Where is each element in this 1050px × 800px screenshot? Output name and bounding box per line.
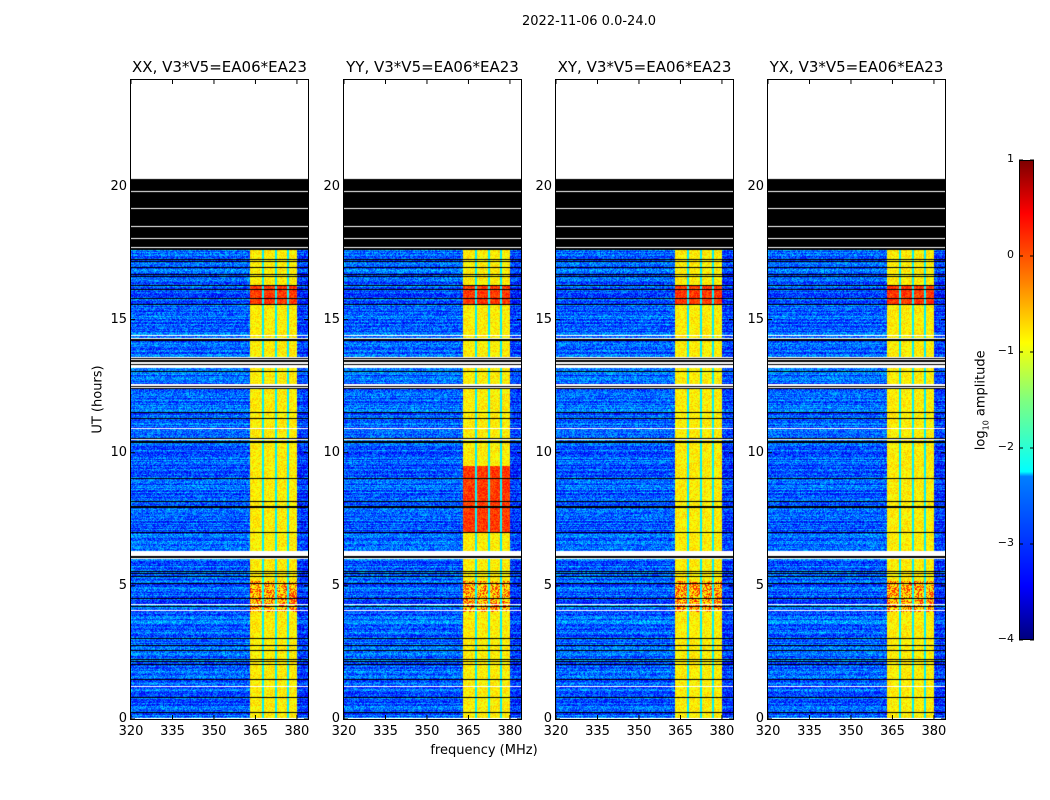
colorbar-tick-label: 1 — [1007, 152, 1014, 165]
x-tick-label: 335 — [373, 724, 398, 739]
x-tick-label: 350 — [838, 724, 864, 739]
y-tick-label: 0 — [118, 711, 127, 726]
x-tick-label: 335 — [585, 724, 610, 739]
y-tick-label: 15 — [747, 311, 764, 327]
y-tick-label: 10 — [323, 444, 340, 460]
x-tick-label: 320 — [118, 724, 144, 739]
panel-yy: YY, V3*V5=EA06*EA23 — [343, 58, 522, 720]
x-tick-label: 335 — [797, 724, 822, 739]
y-tick-label: 20 — [323, 178, 340, 194]
y-tick-label: 10 — [110, 444, 127, 460]
x-tick-label: 350 — [201, 724, 227, 739]
panel-title: XY, V3*V5=EA06*EA23 — [557, 58, 732, 76]
colorbar-tick-label: 0 — [1007, 248, 1014, 261]
panel-title: XX, V3*V5=EA06*EA23 — [132, 58, 307, 76]
x-tick-label: 320 — [755, 724, 781, 739]
panel-yx: YX, V3*V5=EA06*EA23 — [767, 58, 946, 720]
waterfall-heatmap — [131, 80, 308, 719]
x-axis-label: frequency (MHz) — [430, 743, 538, 758]
panel-title: YX, V3*V5=EA06*EA23 — [769, 58, 944, 76]
x-tick-label: 365 — [243, 724, 268, 739]
colorbar-tick-label: −3 — [997, 536, 1014, 549]
y-tick-label: 10 — [535, 444, 552, 460]
y-tick-label: 0 — [331, 711, 340, 726]
colorbar-tick-label: −1 — [997, 344, 1014, 357]
y-tick-label: 5 — [118, 577, 127, 593]
y-tick-label: 20 — [535, 178, 552, 194]
y-tick-label: 0 — [543, 711, 552, 726]
waterfall-heatmap — [344, 80, 521, 719]
x-tick-label: 335 — [160, 724, 185, 739]
y-tick-label: 5 — [543, 577, 552, 593]
x-tick-label: 320 — [331, 724, 357, 739]
y-tick-label: 0 — [755, 711, 764, 726]
x-tick-label: 350 — [414, 724, 440, 739]
y-tick-label: 10 — [747, 444, 764, 460]
y-tick-label: 15 — [535, 311, 552, 327]
x-tick-label: 365 — [456, 724, 481, 739]
colorbar-tick-label: −4 — [997, 632, 1014, 645]
x-tick-label: 380 — [497, 724, 523, 739]
y-tick-label: 15 — [110, 311, 127, 327]
y-tick-label: 20 — [747, 178, 764, 194]
colorbar — [1019, 160, 1034, 640]
y-tick-label: 5 — [755, 577, 764, 593]
plot-frame — [130, 79, 309, 720]
panel-xx: XX, V3*V5=EA06*EA23 — [130, 58, 309, 720]
y-tick-label: 15 — [323, 311, 340, 327]
x-tick-label: 380 — [284, 724, 310, 739]
waterfall-heatmap — [556, 80, 733, 719]
plot-frame — [555, 79, 734, 720]
x-tick-label: 380 — [921, 724, 947, 739]
x-tick-label: 350 — [626, 724, 652, 739]
colorbar-tick-label: −2 — [997, 440, 1014, 453]
plot-frame — [767, 79, 946, 720]
panel-xy: XY, V3*V5=EA06*EA23 — [555, 58, 734, 720]
y-tick-label: 20 — [110, 178, 127, 194]
panel-title: YY, V3*V5=EA06*EA23 — [346, 58, 519, 76]
waterfall-heatmap — [768, 80, 945, 719]
x-tick-label: 380 — [709, 724, 735, 739]
x-tick-label: 365 — [668, 724, 693, 739]
suptitle: 2022-11-06 0.0-24.0 — [522, 14, 656, 29]
y-tick-label: 5 — [331, 577, 340, 593]
plot-frame — [343, 79, 522, 720]
x-tick-label: 320 — [543, 724, 569, 739]
x-tick-label: 365 — [880, 724, 905, 739]
